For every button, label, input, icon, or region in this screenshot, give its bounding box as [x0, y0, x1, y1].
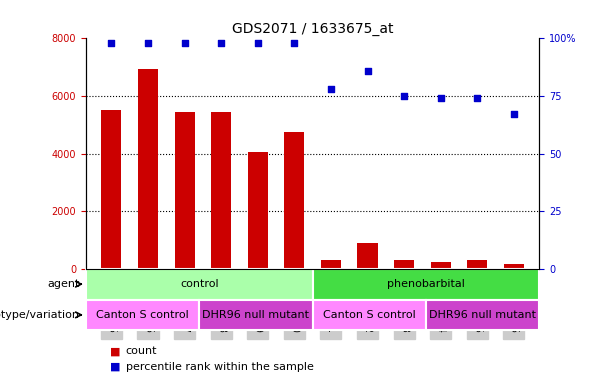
Bar [199, 300, 313, 330]
Text: DHR96 null mutant: DHR96 null mutant [429, 310, 536, 320]
Text: ■: ■ [110, 362, 121, 372]
Point [216, 40, 226, 46]
Point [289, 40, 299, 46]
Point [399, 93, 409, 99]
Bar [504, 265, 524, 269]
Bar [86, 300, 199, 330]
Point [473, 95, 482, 101]
Point [143, 40, 153, 46]
Text: control: control [180, 279, 219, 289]
Point [180, 40, 189, 46]
Point [436, 95, 446, 101]
Point [363, 68, 373, 74]
Bar [313, 269, 539, 300]
Bar [101, 111, 121, 269]
Bar [175, 112, 195, 269]
Bar [86, 269, 313, 300]
Bar [284, 132, 305, 269]
Text: Canton S control: Canton S control [323, 310, 416, 320]
Text: phenobarbital: phenobarbital [387, 279, 465, 289]
Text: DHR96 null mutant: DHR96 null mutant [202, 310, 310, 320]
Point [253, 40, 262, 46]
Bar [430, 262, 451, 269]
Bar [138, 69, 158, 269]
Point [509, 111, 519, 118]
Bar [467, 260, 487, 269]
Text: Canton S control: Canton S control [96, 310, 189, 320]
Bar [357, 243, 378, 269]
Bar [248, 152, 268, 269]
Bar [321, 260, 341, 269]
Bar [211, 112, 231, 269]
Bar [394, 260, 414, 269]
Bar [313, 300, 426, 330]
Text: genotype/variation: genotype/variation [0, 310, 80, 320]
Text: ■: ■ [110, 346, 121, 356]
Text: count: count [126, 346, 157, 356]
Point [107, 40, 116, 46]
Text: percentile rank within the sample: percentile rank within the sample [126, 362, 313, 372]
Bar [426, 300, 539, 330]
Title: GDS2071 / 1633675_at: GDS2071 / 1633675_at [232, 22, 394, 36]
Point [326, 86, 336, 92]
Text: agent: agent [47, 279, 80, 289]
